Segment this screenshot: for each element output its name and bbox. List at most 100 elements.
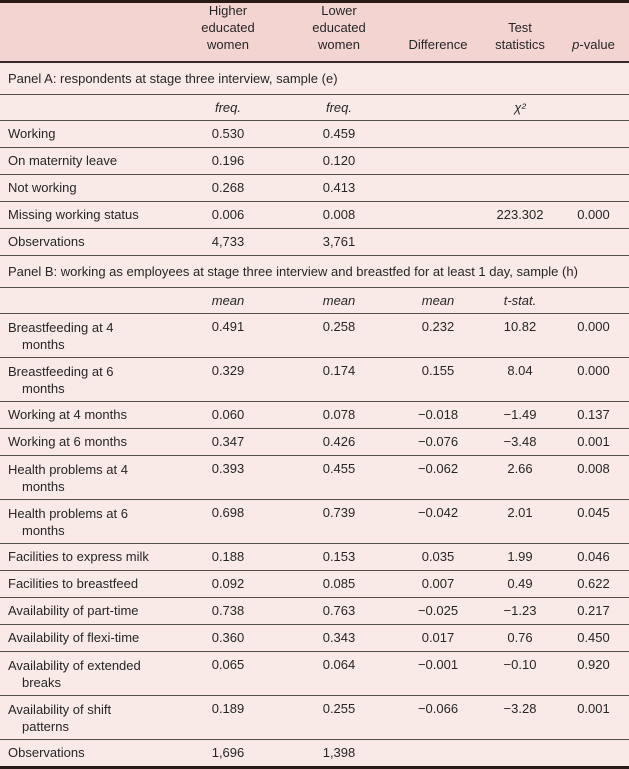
cell-value: 0.491 (211, 318, 245, 334)
table-row: Availability of extended breaks 0.065 0.064… (0, 651, 629, 695)
row-label: Health problems at 6 months (0, 499, 172, 543)
cell-value: 1,398 (322, 745, 356, 761)
header-line: educated (201, 20, 255, 36)
cell-value: 0.360 (211, 630, 245, 645)
cell-value (482, 174, 558, 201)
row-label-line1: Availability of part-time (8, 602, 139, 618)
cell-value: 0.622 (577, 576, 610, 591)
cell-value: 2.01 (507, 504, 533, 520)
panel-title-row: Panel A: respondents at stage three inte… (0, 62, 629, 94)
cell-value: 0.000 (577, 362, 610, 378)
row-label: On maternity leave (0, 147, 172, 174)
table-row: Working at 6 months 0.347 0.426 −0.076 −3.48… (0, 428, 629, 455)
row-label-line2: patterns (22, 719, 69, 735)
cell-value: 0.189 (211, 700, 245, 716)
row-label: Health problems at 4 months (0, 455, 172, 499)
cell-value: 0.001 (577, 700, 610, 716)
row-label-line2: months (22, 523, 65, 539)
table-body: Panel A: respondents at stage three inte… (0, 62, 629, 766)
cell-value: −3.48 (503, 434, 537, 449)
summary-statistics-table: Higher educated women Lower educated wom… (0, 3, 629, 766)
row-label-line1: Observations (8, 744, 85, 760)
cell-value: 0.188 (211, 549, 245, 564)
cell-value: −0.042 (417, 504, 459, 520)
cell-value: 0.153 (322, 549, 356, 564)
table-row: Facilities to breastfeed 0.092 0.085 0.007 0… (0, 570, 629, 597)
table-row: Breastfeeding at 6 months 0.329 0.174 0.155 8… (0, 357, 629, 401)
row-label-line1: Working at 4 months (8, 406, 127, 422)
cell-value: mean (421, 292, 455, 308)
header-lower-educated-women: Lower educated women (284, 3, 394, 62)
cell-value: 223.302 (496, 207, 544, 222)
cell-value (558, 94, 629, 120)
cell-value (394, 174, 482, 201)
cell-value: 0.060 (211, 407, 245, 422)
cell-value (558, 174, 629, 201)
cell-value: freq. (214, 99, 241, 115)
row-label: Observations (0, 739, 172, 766)
cell-value: −1.49 (503, 407, 537, 422)
row-label-line1: Availability of shift (8, 701, 112, 717)
table-row: Availability of shift patterns 0.189 0.255 −… (0, 695, 629, 739)
cell-value: 0.413 (322, 180, 356, 195)
table-row: Availability of flexi-time 0.360 0.343 0.01… (0, 624, 629, 651)
row-label-line2: breaks (22, 675, 62, 691)
cell-value: 0.008 (577, 460, 610, 476)
cell-value: 0.76 (507, 630, 533, 645)
cell-value: 0.174 (322, 362, 356, 378)
cell-value: 0.347 (211, 434, 245, 449)
p-rest: -value (579, 37, 615, 53)
header-line: statistics (495, 37, 545, 53)
table-row: Facilities to express milk 0.188 0.153 0.03… (0, 543, 629, 570)
cell-value: −0.062 (417, 460, 459, 476)
row-label: Not working (0, 174, 172, 201)
cell-value: 0.078 (322, 407, 356, 422)
cell-value: 0.258 (322, 318, 356, 334)
header-test-statistics: Test statistics (482, 3, 558, 62)
cell-value: mean (211, 292, 245, 308)
cell-value: 0.000 (577, 318, 610, 334)
row-label: Missing working status (0, 201, 172, 228)
row-label: Facilities to breastfeed (0, 570, 172, 597)
cell-value (394, 94, 482, 120)
cell-value: 0.329 (211, 362, 245, 378)
cell-value: 3,761 (322, 234, 356, 249)
cell-value: −3.28 (503, 700, 537, 716)
cell-value: 8.04 (507, 362, 533, 378)
cell-value: 0.008 (322, 207, 356, 222)
cell-value: 0.232 (421, 318, 455, 334)
cell-value: −1.23 (503, 603, 537, 618)
row-label-line1: Working (8, 125, 56, 141)
table-row: On maternity leave 0.196 0.120 (0, 147, 629, 174)
cell-value (482, 739, 558, 766)
table-row: Not working 0.268 0.413 (0, 174, 629, 201)
row-label-line1: Health problems at 6 (8, 505, 128, 521)
row-label-line1: Missing working status (8, 206, 139, 222)
cell-value: 0.393 (211, 460, 245, 476)
row-label (0, 94, 172, 120)
cell-value: 0.064 (322, 656, 356, 672)
row-label: Working at 4 months (0, 401, 172, 428)
cell-value: mean (322, 292, 356, 308)
cell-value: 0.255 (322, 700, 356, 716)
row-label: Breastfeeding at 4 months (0, 313, 172, 357)
row-label-line1: Availability of extended (8, 657, 141, 673)
cell-value: 0.065 (211, 656, 245, 672)
cell-value: 0.196 (211, 153, 245, 168)
cell-value: 0.698 (211, 504, 245, 520)
cell-value: 0.268 (211, 180, 245, 195)
cell-value: 0.217 (577, 603, 610, 618)
cell-value: 0.035 (421, 549, 455, 564)
cell-value (482, 147, 558, 174)
row-label: Observations (0, 228, 172, 255)
cell-value (394, 739, 482, 766)
cell-value: −0.025 (417, 603, 459, 618)
cell-value: 0.450 (577, 630, 610, 645)
cell-value (394, 201, 482, 228)
row-label: Facilities to express milk (0, 543, 172, 570)
cell-value (558, 739, 629, 766)
row-label-line1: Observations (8, 233, 85, 249)
cell-value: freq. (325, 99, 352, 115)
header-higher-educated-women: Higher educated women (172, 3, 284, 62)
cell-value: 0.49 (507, 576, 533, 591)
